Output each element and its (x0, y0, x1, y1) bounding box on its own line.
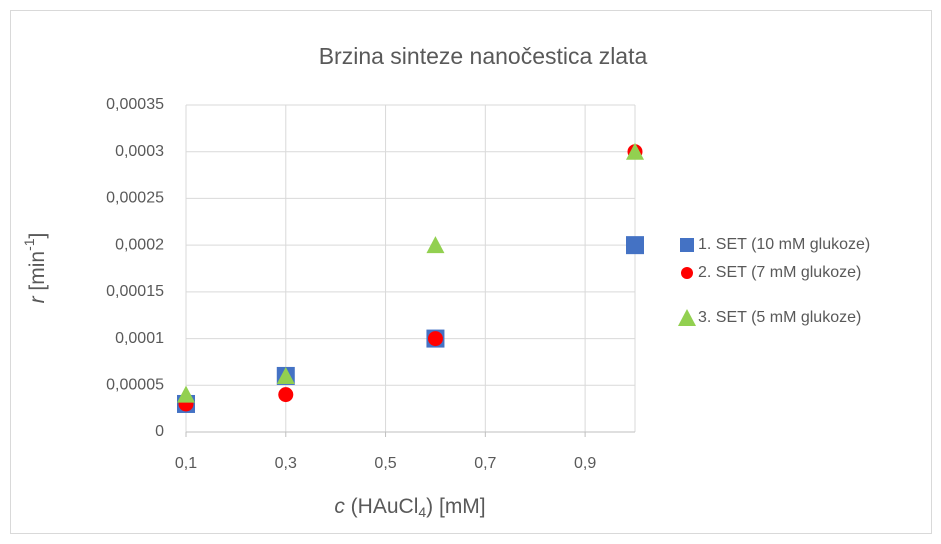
point (427, 331, 443, 347)
legend-marker (681, 267, 693, 279)
point (177, 385, 195, 403)
point (626, 236, 644, 255)
point (626, 142, 644, 160)
y-tick-label: 0,0003 (115, 143, 164, 160)
x-label-part: ) [mM] (426, 495, 485, 518)
chart-title: Brzina sinteze nanočestica zlata (319, 43, 648, 69)
y-label-sup: -1 (21, 238, 37, 251)
y-label-part: r (26, 295, 49, 303)
y-label-part: ] (26, 233, 49, 239)
y-axis-label: r [min-1] (21, 233, 49, 304)
x-tick-label: 0,5 (374, 455, 396, 472)
point (276, 366, 295, 384)
x-label-sub: 4 (418, 504, 426, 520)
point (426, 236, 445, 254)
y-tick-label: 0,0002 (115, 236, 164, 253)
x-tick-label: 0,7 (474, 455, 496, 472)
legend-marker (678, 309, 696, 326)
y-tick-label: 0 (155, 423, 164, 440)
legend-text: 1. SET (10 mM glukoze) (698, 236, 870, 253)
point (278, 387, 294, 403)
y-tick-label: 0,00005 (106, 377, 164, 394)
y-label-part: [min (26, 251, 49, 297)
y-tick-label: 0,0001 (115, 330, 164, 347)
x-label-part: c (334, 495, 345, 518)
legend-text: 3. SET (5 mM glukoze) (698, 309, 861, 326)
x-label-part: (HAuCl (345, 495, 419, 518)
x-axis-label: c (HAuCl4) [mM] (334, 495, 485, 520)
y-tick-label: 0,00035 (106, 96, 164, 113)
y-tick-label: 0,00015 (106, 283, 164, 300)
y-tick-label: 0,00025 (106, 190, 164, 207)
x-tick-label: 0,1 (175, 455, 197, 472)
legend-marker (680, 238, 694, 252)
chart-border (10, 10, 932, 534)
x-tick-label: 0,9 (574, 455, 596, 472)
legend-text: 2. SET (7 mM glukoze) (698, 264, 861, 281)
x-tick-label: 0,3 (275, 455, 297, 472)
